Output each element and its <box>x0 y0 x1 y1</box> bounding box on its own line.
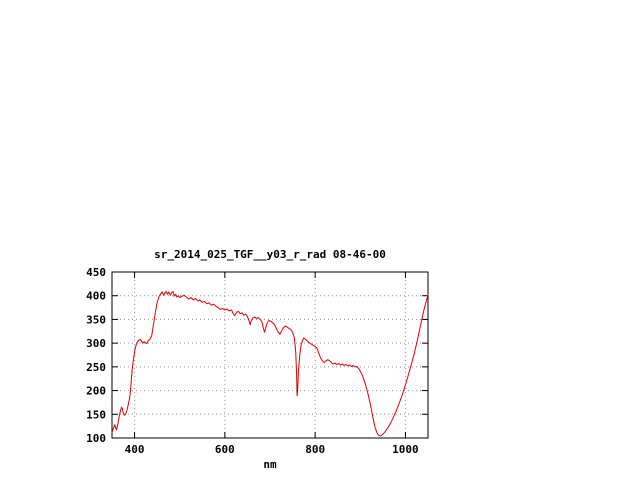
y-tick-label: 400 <box>86 290 106 303</box>
y-tick-label: 350 <box>86 313 106 326</box>
chart-title: sr_2014_025_TGF__y03_r_rad 08-46-00 <box>154 248 386 261</box>
x-axis-label: nm <box>263 458 277 471</box>
y-tick-label: 100 <box>86 432 106 445</box>
y-tick-label: 450 <box>86 266 106 279</box>
x-tick-label: 800 <box>305 443 325 456</box>
y-tick-label: 300 <box>86 337 106 350</box>
y-tick-label: 250 <box>86 361 106 374</box>
x-tick-label: 1000 <box>392 443 419 456</box>
plot-border <box>111 271 429 439</box>
y-tick-label: 200 <box>86 385 106 398</box>
x-tick-label: 600 <box>215 443 235 456</box>
data-series-line <box>111 290 429 437</box>
y-tick-label: 150 <box>86 408 106 421</box>
x-tick-label: 400 <box>125 443 145 456</box>
